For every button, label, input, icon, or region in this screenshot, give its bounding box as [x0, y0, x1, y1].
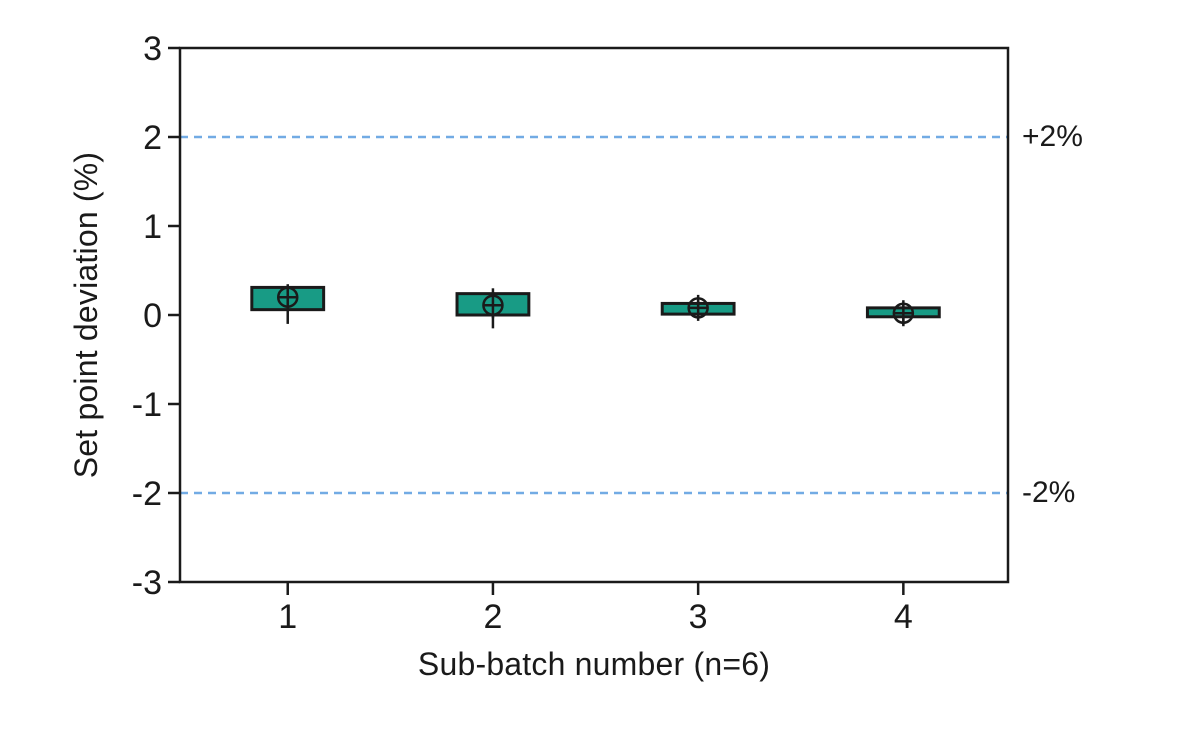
- y-tick-label--2: -2: [132, 475, 162, 513]
- y-tick-label-2: 2: [143, 119, 162, 157]
- y-tick-label-0: 0: [143, 297, 162, 335]
- lower-limit-label: -2%: [1022, 476, 1076, 509]
- x-tick-label-2: 2: [483, 598, 502, 636]
- x-tick-label-4: 4: [894, 598, 913, 636]
- y-tick-label--3: -3: [132, 564, 162, 602]
- upper-limit-label: +2%: [1022, 120, 1083, 153]
- y-tick-label-1: 1: [143, 208, 162, 246]
- y-tick-label-3: 3: [143, 30, 162, 68]
- y-tick-label--1: -1: [132, 386, 162, 424]
- x-tick-label-3: 3: [689, 598, 708, 636]
- mean-marker-circle-4: [892, 302, 915, 324]
- y-axis-title: Set point deviation (%): [68, 151, 104, 479]
- mean-marker-circle-3: [687, 297, 709, 319]
- x-axis-title: Sub-batch number (n=6): [417, 646, 771, 682]
- mean-marker-circle-1: [276, 286, 299, 308]
- mean-marker-circle-2: [482, 294, 504, 316]
- x-tick-label-1: 1: [278, 598, 297, 636]
